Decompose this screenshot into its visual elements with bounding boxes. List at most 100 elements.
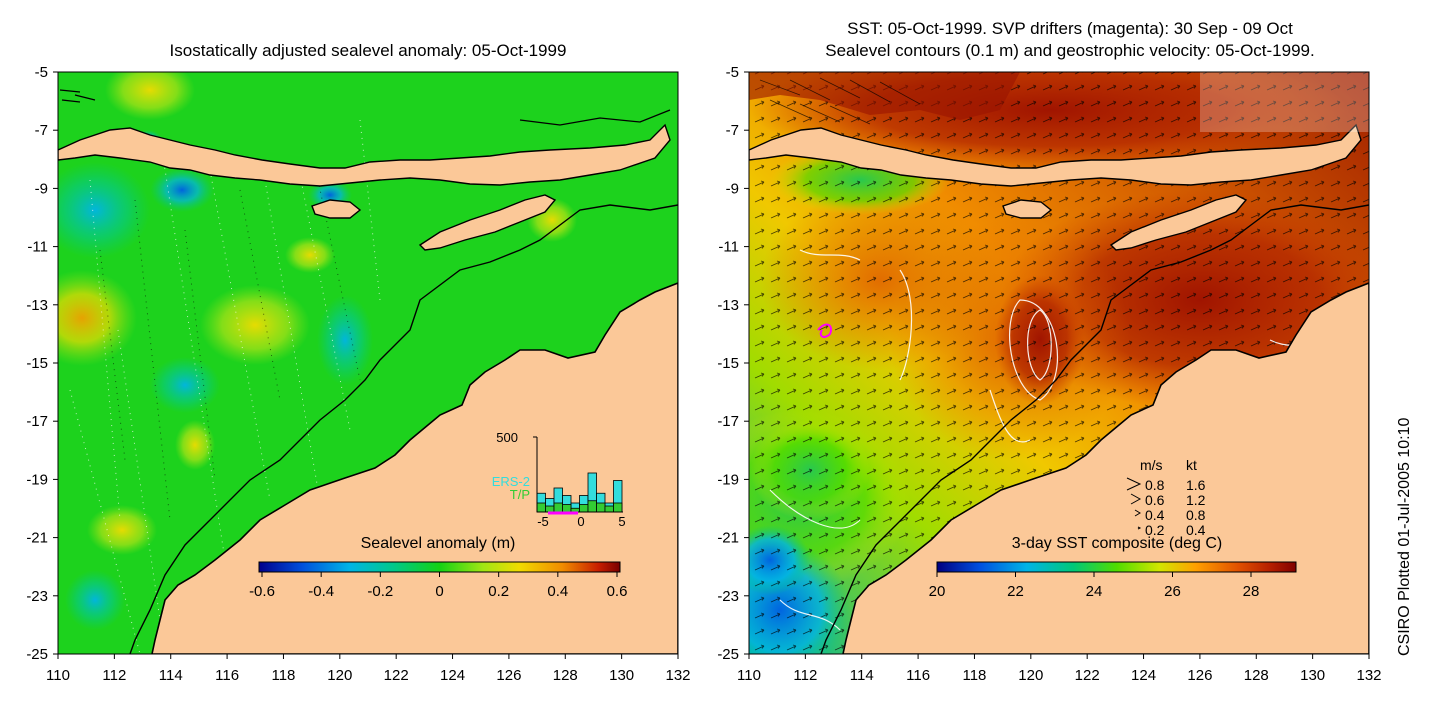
inset-bar-tp [562, 504, 572, 513]
velocity-legend-ms: 0.8 [1145, 477, 1165, 493]
velocity-legend: m/s kt 0.8 1.6 0.6 1.2 0.4 0.8 0.2 0.4 [1126, 457, 1206, 538]
x-tick-label: 120 [327, 667, 352, 684]
colorbar-tick-label: -0.6 [249, 583, 275, 600]
y-tick-label: -11 [718, 239, 739, 256]
drifter-track [817, 323, 832, 338]
sumba-island-right [1002, 199, 1053, 219]
y-tick-label: -7 [35, 122, 48, 139]
y-tick-label: -13 [717, 297, 739, 314]
sealevel-anomaly-map [58, 72, 678, 654]
y-tick-label: -7 [726, 122, 739, 139]
x-tick-label: 116 [215, 667, 239, 684]
y-tick-label: -23 [717, 588, 739, 605]
y-tick-label: -23 [26, 588, 48, 605]
x-tick-label: 114 [159, 667, 183, 684]
velocity-legend-kt: 1.6 [1186, 477, 1206, 493]
y-tick-label: -25 [717, 646, 739, 663]
x-tick-label: 120 [1018, 667, 1043, 684]
y-tick-label: -15 [717, 355, 739, 372]
inset-bar-tp [604, 505, 614, 513]
sla-colorbar-label: Sealevel anomaly (m) [361, 535, 516, 552]
y-tick-label: -9 [35, 180, 48, 197]
x-tick-label: 128 [553, 667, 578, 684]
sumba-island [311, 199, 362, 219]
colorbar-tick-label: 20 [929, 583, 946, 600]
y-tick-label: -21 [26, 530, 48, 547]
velocity-legend-ms: 0.2 [1145, 522, 1165, 538]
velocity-arrow-0.2 [1137, 526, 1142, 530]
x-tick-label: 118 [271, 667, 295, 684]
x-tick-label: 110 [46, 667, 70, 684]
y-tick-label: -19 [717, 471, 739, 488]
y-tick-label: -5 [35, 64, 48, 81]
x-tick-label: 110 [737, 667, 761, 684]
velocity-legend-kt-header: kt [1186, 457, 1197, 473]
satellite-tracks [69, 119, 381, 654]
colorbar-tick-label: 0 [435, 583, 443, 600]
anomaly-low-strait [150, 168, 214, 212]
velocity-arrow-0.8 [1126, 477, 1142, 491]
anomaly-low-west [58, 162, 150, 258]
y-tick-label: -21 [717, 530, 739, 547]
colorbar-tick-label: 0.4 [547, 583, 568, 600]
inset-bar-tp [553, 502, 563, 513]
inset-bar-tp [596, 502, 606, 513]
inset-xtick: -5 [537, 514, 549, 529]
australia-landmass-right [842, 282, 1369, 654]
left-y-axis: -5 -7 -9 -11 -13 -15 -17 -19 -21 -23 -25 [26, 64, 58, 663]
sst-colorbar [936, 561, 1297, 573]
y-tick-label: -11 [27, 239, 48, 256]
colorbar-tick-label: 26 [1164, 583, 1181, 600]
y-tick-label: -9 [726, 180, 739, 197]
y-tick-label: -25 [26, 646, 48, 663]
island-chain-north [58, 123, 671, 187]
right-map-title-line1: SST: 05-Oct-1999. SVP drifters (magenta)… [847, 19, 1293, 38]
anomaly-high-north [105, 72, 195, 120]
x-tick-label: 126 [1187, 667, 1212, 684]
inset-bar-tp [545, 505, 555, 513]
x-tick-label: 122 [1075, 667, 1100, 684]
sla-colorbar [258, 561, 621, 573]
colorbar-tick-label: -0.2 [367, 583, 393, 600]
colorbar-tick-label: 28 [1243, 583, 1260, 600]
inset-bar-tp [570, 507, 580, 513]
colorbar-tick-label: 0.2 [488, 583, 509, 600]
right-y-axis: -5 -7 -9 -11 -13 -15 -17 -19 -21 -23 -25 [717, 64, 749, 663]
x-tick-label: 112 [102, 667, 126, 684]
sst-colorbar-ticks: 20 22 24 26 28 [929, 572, 1260, 600]
y-tick-label: -17 [717, 413, 739, 430]
x-tick-label: 132 [665, 667, 690, 684]
x-tick-label: 130 [609, 667, 634, 684]
inset-legend-tp: T/P [510, 487, 530, 502]
x-tick-label: 124 [440, 667, 465, 684]
colorbar-tick-label: 22 [1007, 583, 1024, 600]
x-tick-label: 116 [906, 667, 930, 684]
y-tick-label: -5 [726, 64, 739, 81]
x-tick-label: 118 [962, 667, 986, 684]
inset-xtick: 5 [618, 514, 625, 529]
left-x-axis: 110 112 114 116 118 120 122 124 126 128 130 132 [46, 654, 691, 684]
y-tick-label: -13 [26, 297, 48, 314]
island-chain-north-right [749, 123, 1362, 187]
inset-legend-ers2: ERS-2 [492, 474, 530, 489]
x-tick-label: 130 [1300, 667, 1325, 684]
csiro-credit: CSIRO Plotted 01-Jul-2005 10:10 [1396, 417, 1413, 656]
x-tick-label: 128 [1244, 667, 1269, 684]
velocity-legend-ms: 0.6 [1145, 492, 1165, 508]
timor-island [418, 194, 557, 251]
velocity-legend-kt: 0.4 [1186, 522, 1206, 538]
x-tick-label: 124 [1131, 667, 1156, 684]
australia-landmass [151, 282, 678, 654]
velocity-legend-ms: 0.4 [1145, 507, 1165, 523]
sla-colorbar-ticks: -0.6 -0.4 -0.2 0 0.2 0.4 0.6 [249, 572, 627, 600]
coverage-histogram-inset: 500 ERS-2 T/P -5 0 5 [492, 430, 626, 529]
right-map-title-line2: Sealevel contours (0.1 m) and geostrophi… [825, 41, 1315, 60]
right-x-axis: 110 112 114 116 118 120 122 124 126 128 130 132 [737, 654, 1382, 684]
shelf-contour-right [820, 204, 1369, 654]
x-tick-label: 112 [793, 667, 817, 684]
timor-island-right [1109, 194, 1248, 251]
x-tick-label: 126 [496, 667, 521, 684]
inset-bar-tp [579, 504, 589, 513]
inset-bar-tp [613, 502, 623, 513]
